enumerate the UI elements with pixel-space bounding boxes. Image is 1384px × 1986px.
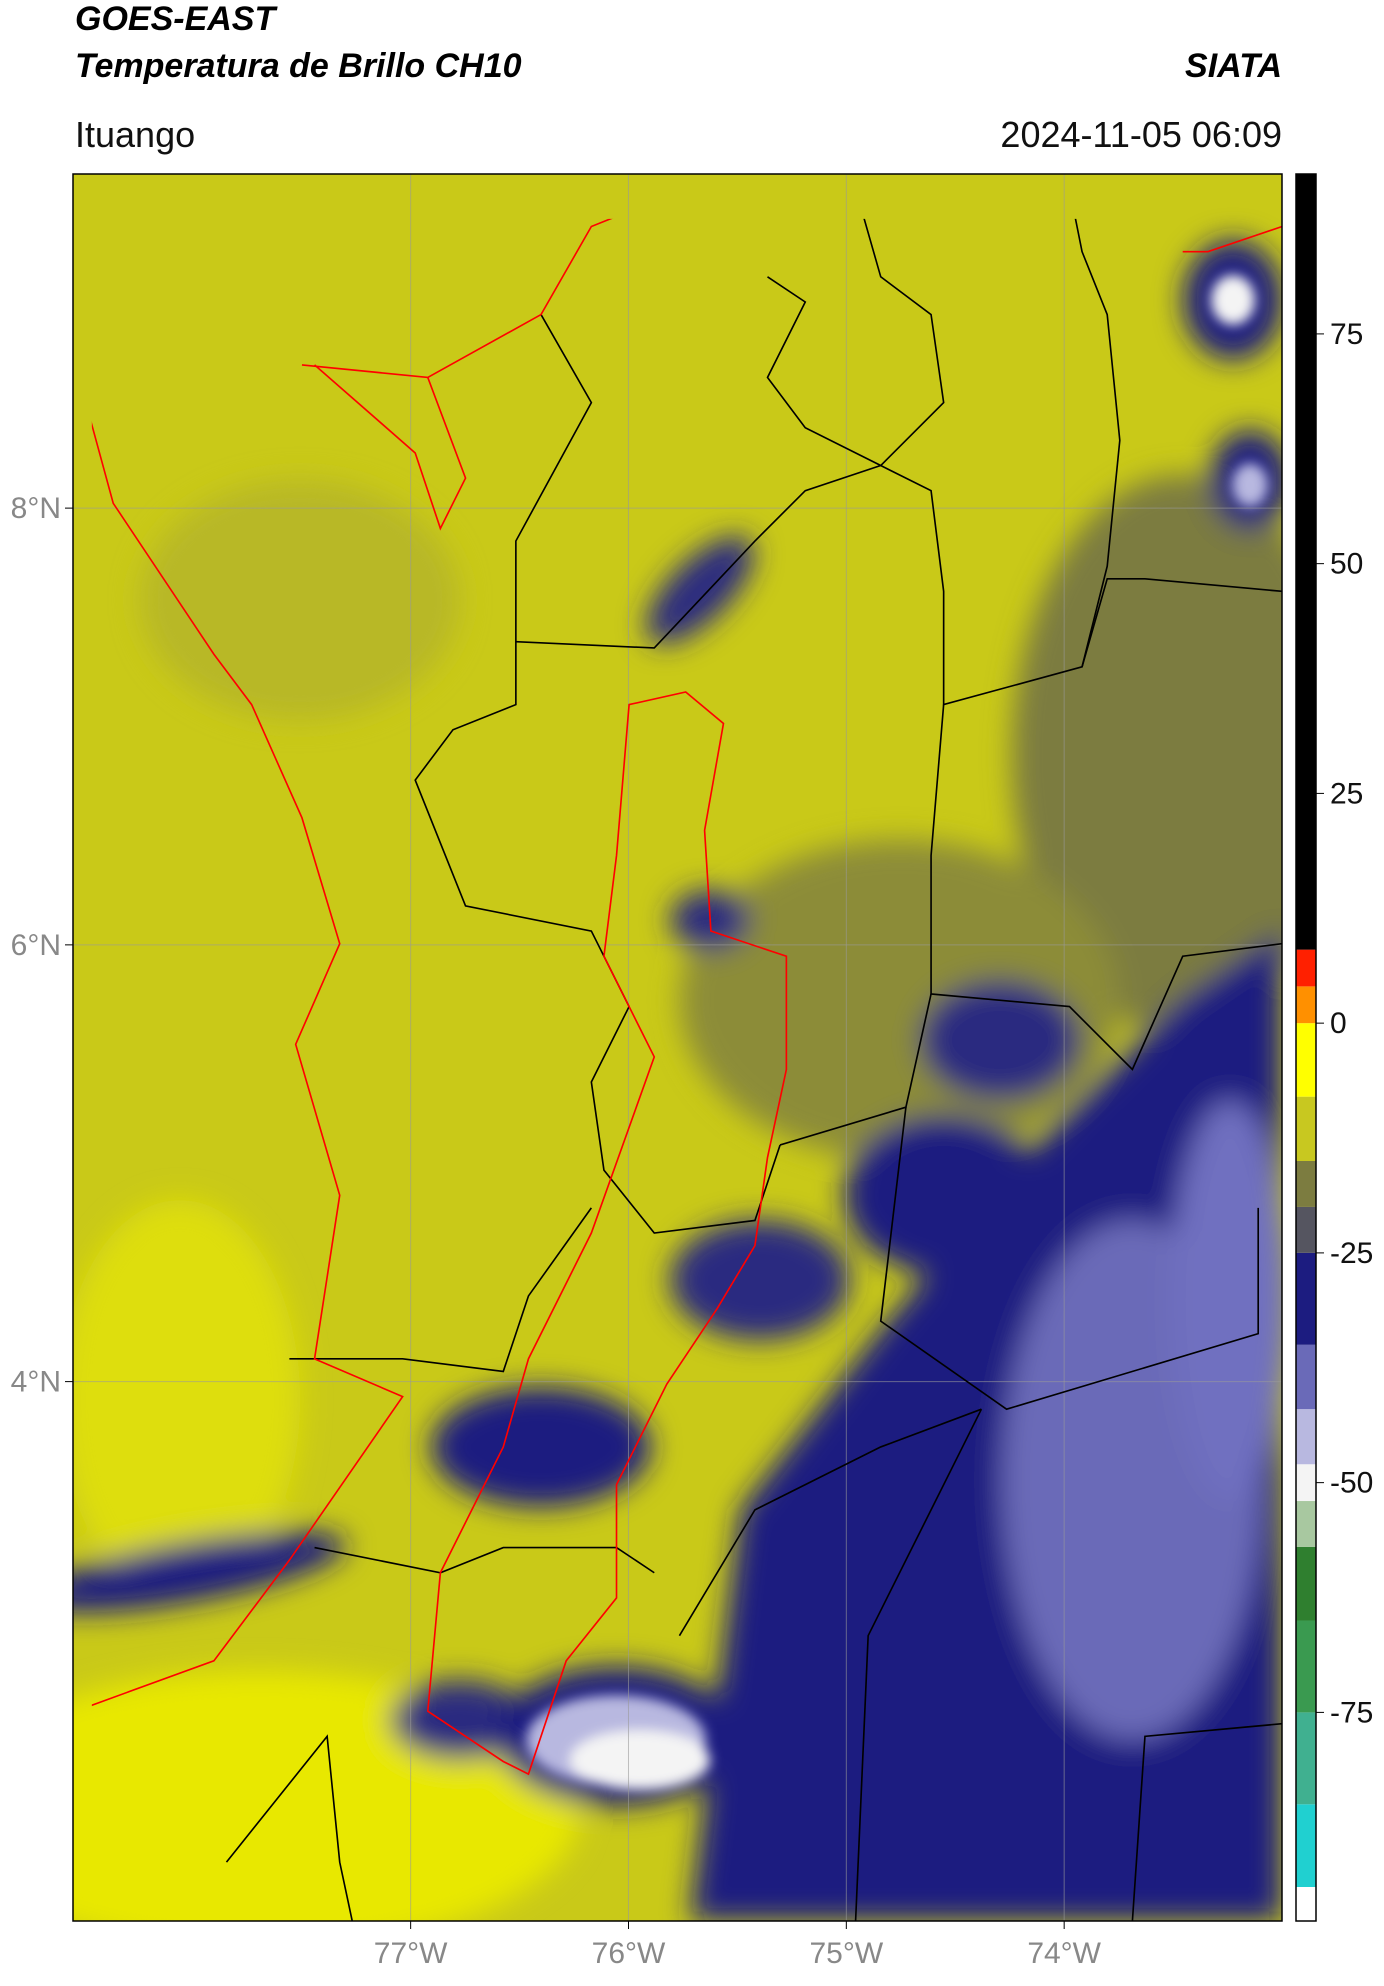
colorbar-band [1296,1160,1316,1207]
source: SIATA [1185,47,1282,85]
x-tick-label: 77°W [374,1937,448,1970]
title: GOES-EAST [75,0,278,38]
colorbar-band [1296,1023,1316,1097]
borders [91,218,1283,1922]
colorbar-band [1296,1712,1316,1805]
grid [73,174,1282,1921]
colorbar-tick-label: -75 [1330,1696,1373,1729]
map-imagery [73,174,1282,1921]
colorbar [1296,174,1316,1921]
colorbar-tick-label: 50 [1330,548,1363,581]
colorbar-band [1296,1252,1316,1345]
colorbar-tick-label: -25 [1330,1237,1373,1270]
colorbar-tick-label: 25 [1330,777,1363,810]
y-tick-label: 4°N [11,1366,61,1399]
colorbar-band [1296,1620,1316,1713]
colorbar-tick-label: 0 [1330,1007,1347,1040]
y-tick-label: 8°N [11,492,61,525]
y-tick-label: 6°N [11,929,61,962]
location: Ituango [75,114,195,155]
x-tick-label: 76°W [592,1937,666,1970]
colorbar-band [1296,986,1316,1024]
colorbar-band [1296,1501,1316,1547]
colorbar-band [1296,1464,1316,1502]
colorbar-band [1296,1096,1316,1161]
colorbar-band [1296,1546,1316,1621]
map-frame [72,173,1283,1922]
colorbar-band [1296,1206,1316,1253]
colorbar-band [1296,1886,1316,1921]
colorbar-band [1296,174,1316,950]
x-tick-label: 75°W [809,1937,883,1970]
timestamp: 2024-11-05 06:09 [1000,114,1282,155]
colorbar-frame [1295,173,1317,1922]
colorbar-band [1296,949,1316,987]
subtitle: Temperatura de Brillo CH10 [75,47,522,85]
colorbar-tick-label: 75 [1330,318,1363,351]
colorbar-band [1296,1409,1316,1465]
colorbar-band [1296,1344,1316,1410]
colorbar-band [1296,1804,1316,1887]
x-tick-label: 74°W [1027,1937,1101,1970]
colorbar-tick-label: -50 [1330,1467,1373,1500]
